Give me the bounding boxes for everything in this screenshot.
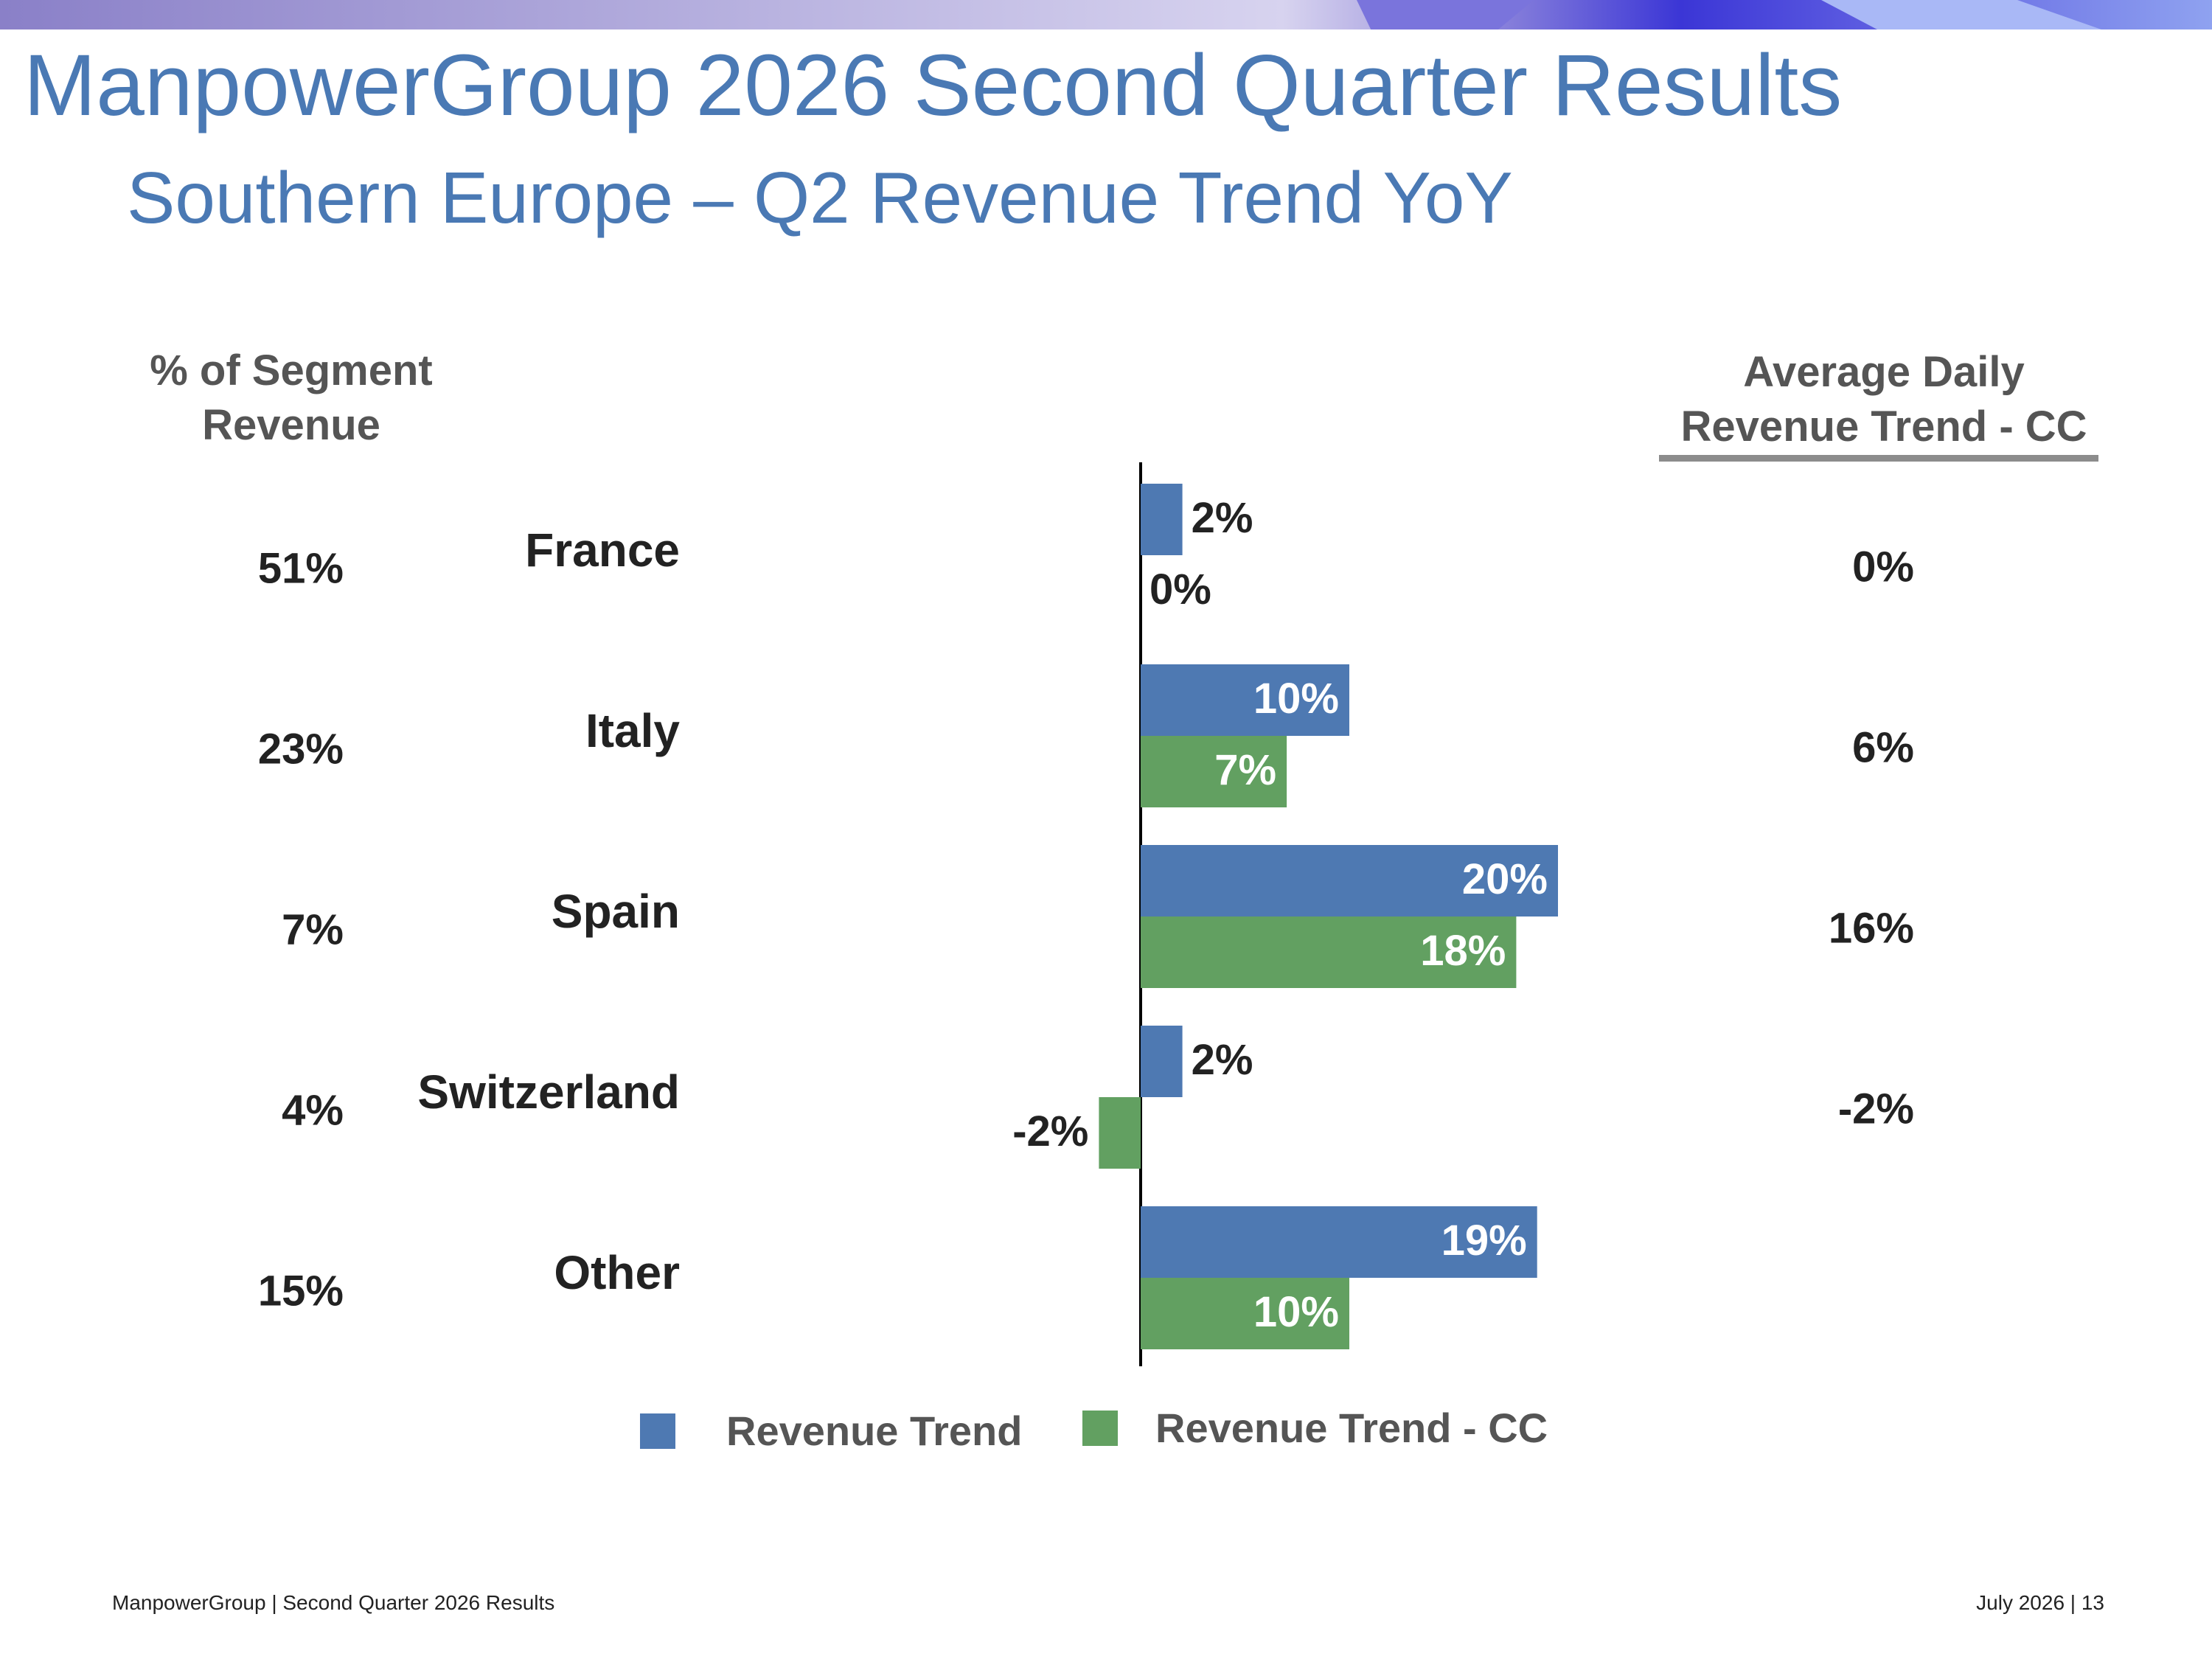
category-label: Spain	[552, 885, 680, 938]
legend-swatch-revenue-trend-cc	[1082, 1411, 1118, 1446]
category-label: Other	[554, 1246, 680, 1299]
avg-daily-trend-value: -2%	[1838, 1085, 1914, 1133]
avg-daily-trend-value: 16%	[1829, 904, 1914, 952]
segment-share-value: 4%	[282, 1086, 344, 1134]
legend-label-revenue-trend-cc: Revenue Trend - CC	[1155, 1405, 1548, 1451]
header-underline	[1659, 455, 2098, 462]
data-label: 19%	[1441, 1217, 1527, 1265]
data-label: 18%	[1420, 927, 1506, 975]
avg-daily-trend-value: 0%	[1852, 543, 1914, 591]
bar-revenue-trend	[1141, 1206, 1537, 1278]
page-subtitle: Southern Europe – Q2 Revenue Trend YoY	[127, 157, 1513, 238]
data-label: 7%	[1214, 746, 1276, 794]
segment-revenue-header: % of Segment Revenue	[111, 344, 472, 453]
segment-share-value: 23%	[258, 725, 344, 773]
bar-revenue-trend-cc	[1141, 736, 1287, 807]
bar-revenue-trend-cc	[1141, 917, 1517, 988]
bar-revenue-trend-cc	[1141, 1278, 1349, 1349]
avg-daily-trend-value: 6%	[1852, 723, 1914, 771]
data-label: 2%	[1192, 1036, 1253, 1084]
bar-revenue-trend	[1141, 484, 1183, 555]
segment-revenue-header-line2: Revenue	[202, 401, 380, 449]
page-title: ManpowerGroup 2026 Second Quarter Result…	[24, 37, 1843, 134]
bar-revenue-trend	[1141, 1026, 1183, 1097]
category-label: France	[525, 524, 680, 577]
legend-swatch-revenue-trend	[640, 1413, 675, 1449]
segment-revenue-header-line1: % of Segment	[150, 347, 433, 394]
avg-daily-revenue-header-line1: Average Daily	[1743, 348, 2025, 396]
segment-share-value: 7%	[282, 905, 344, 953]
data-label: 10%	[1253, 1288, 1339, 1336]
category-label: Switzerland	[417, 1065, 680, 1119]
avg-daily-revenue-header: Average Daily Revenue Trend - CC	[1644, 345, 2124, 454]
bar-revenue-trend	[1141, 664, 1349, 736]
segment-share-value: 51%	[258, 544, 344, 592]
data-label: 2%	[1192, 494, 1253, 542]
data-label: -2%	[1012, 1107, 1088, 1155]
data-label: 20%	[1462, 855, 1548, 903]
avg-daily-revenue-header-line2: Revenue Trend - CC	[1680, 403, 2087, 451]
data-label: 10%	[1253, 675, 1339, 723]
banner-facet	[1357, 0, 1534, 29]
bar-revenue-trend-cc	[1099, 1097, 1141, 1169]
legend-label-revenue-trend: Revenue Trend	[726, 1408, 1023, 1454]
bar-revenue-trend	[1141, 845, 1558, 917]
segment-share-value: 15%	[258, 1267, 344, 1315]
footer-right: July 2026 | 13	[1976, 1591, 2104, 1614]
top-decorative-banner	[0, 0, 2212, 29]
data-label: 0%	[1150, 566, 1211, 613]
footer-left: ManpowerGroup | Second Quarter 2026 Resu…	[112, 1591, 555, 1614]
category-label: Italy	[585, 704, 680, 757]
